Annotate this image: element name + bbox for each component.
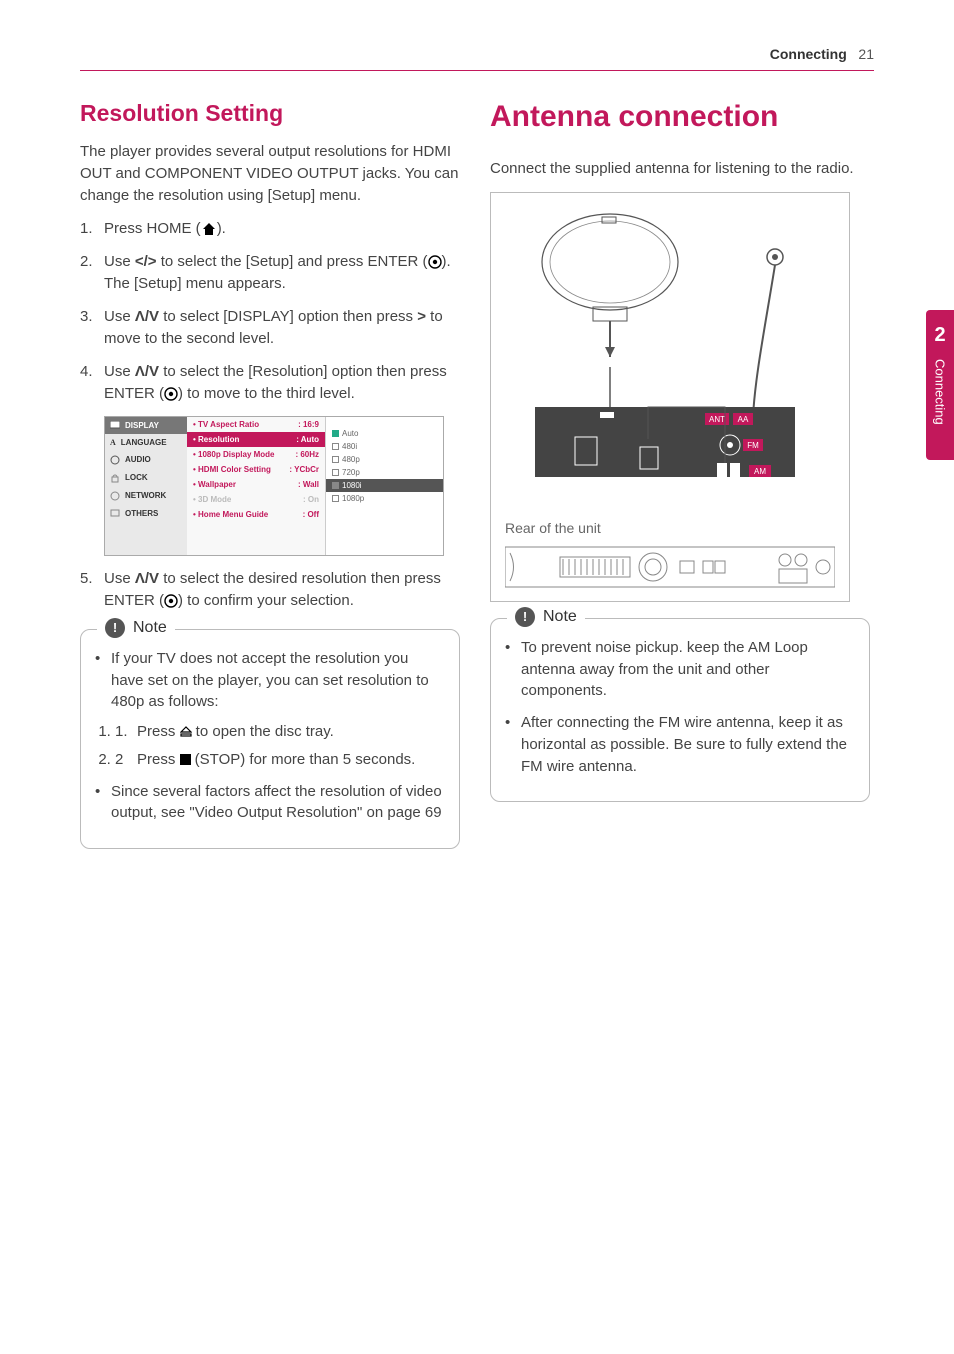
menu-mid-item: • HDMI Color Setting: YCbCr	[187, 462, 325, 477]
step-5: 5. Use Λ/V to select the desired resolut…	[80, 568, 460, 613]
step-2: 2. Use </> to select the [Setup] and pre…	[80, 251, 460, 296]
unit-front-diagram	[505, 543, 835, 591]
left-column: Resolution Setting The player provides s…	[80, 100, 460, 849]
header-section: Connecting	[770, 46, 847, 62]
menu-opt: 480i	[326, 440, 443, 453]
menu-opt: 1080p	[326, 492, 443, 505]
side-tab-number: 2	[934, 324, 945, 347]
header-rule	[80, 70, 874, 71]
menu-mid-item: • Wallpaper: Wall	[187, 477, 325, 492]
antenna-figure: ANT AA FM AM Rear of the unit	[490, 192, 850, 602]
note-icon: !	[515, 607, 535, 627]
step-1: 1. Press HOME ().	[80, 218, 460, 241]
resolution-steps-cont: 5. Use Λ/V to select the desired resolut…	[80, 568, 460, 613]
menu-mid-item: • 1080p Display Mode: 60Hz	[187, 447, 325, 462]
antenna-note-box: ! Note To prevent noise pickup. keep the…	[490, 618, 870, 803]
step-4: 4. Use Λ/V to select the [Resolution] op…	[80, 361, 460, 406]
antenna-diagram: ANT AA FM AM	[505, 207, 835, 537]
note-bullet: Since several factors affect the resolut…	[95, 781, 445, 825]
menu-opt: 720p	[326, 466, 443, 479]
page-header: Connecting 21	[770, 46, 874, 62]
menu-resolution-list: Auto 480i 480p 720p 1080i 1080p	[325, 417, 443, 555]
note-bullet: After connecting the FM wire antenna, ke…	[505, 712, 855, 777]
menu-side-audio: AUDIO	[105, 451, 187, 469]
menu-side-others: OTHERS	[105, 505, 187, 522]
home-icon	[201, 222, 217, 236]
network-icon	[110, 491, 120, 501]
resolution-heading: Resolution Setting	[80, 100, 460, 127]
display-icon	[110, 421, 120, 429]
header-page: 21	[858, 46, 874, 62]
menu-side-display: DISPLAY	[105, 417, 187, 434]
enter-icon	[164, 594, 178, 608]
side-tab-label: Connecting	[933, 359, 948, 425]
resolution-intro: The player provides several output resol…	[80, 141, 460, 206]
menu-opt: 1080i	[326, 479, 443, 492]
note-title: ! Note	[507, 607, 585, 627]
right-column: Antenna connection Connect the supplied …	[490, 100, 870, 802]
eject-icon	[180, 726, 192, 738]
note-bullet: If your TV does not accept the resolutio…	[95, 648, 445, 771]
menu-side-network: NETWORK	[105, 487, 187, 505]
setup-menu-screenshot: DISPLAY ALANGUAGE AUDIO LOCK NETWORK OTH…	[104, 416, 444, 556]
menu-mid-item: • Resolution: Auto	[187, 432, 325, 447]
menu-opt: Auto	[326, 427, 443, 440]
note-substep: 1. Press to open the disc tray.	[115, 721, 445, 743]
menu-mid-item: • TV Aspect Ratio: 16:9	[187, 417, 325, 432]
resolution-steps: 1. Press HOME (). 2. Use </> to select t…	[80, 218, 460, 406]
menu-side-lock: LOCK	[105, 469, 187, 487]
step-3: 3. Use Λ/V to select [DISPLAY] option th…	[80, 306, 460, 351]
menu-opt: 480p	[326, 453, 443, 466]
note-substep: 2 Press (STOP) for more than 5 seconds.	[115, 749, 445, 771]
antenna-heading: Antenna connection	[490, 100, 870, 134]
menu-options: • TV Aspect Ratio: 16:9 • Resolution: Au…	[187, 417, 325, 555]
antenna-intro: Connect the supplied antenna for listeni…	[490, 158, 870, 180]
rear-label: Rear of the unit	[505, 520, 601, 536]
chapter-side-tab: 2 Connecting	[926, 310, 954, 460]
note-bullet: To prevent noise pickup. keep the AM Loo…	[505, 637, 855, 702]
note-icon: !	[105, 618, 125, 638]
stop-icon	[180, 754, 191, 765]
enter-icon	[164, 387, 178, 401]
enter-icon	[428, 255, 442, 269]
menu-sidebar: DISPLAY ALANGUAGE AUDIO LOCK NETWORK OTH…	[105, 417, 187, 555]
svg-text:AA: AA	[738, 415, 749, 424]
svg-text:AM: AM	[754, 467, 766, 476]
menu-side-language: ALANGUAGE	[105, 434, 187, 451]
others-icon	[110, 509, 120, 517]
menu-mid-item: • 3D Mode: On	[187, 492, 325, 507]
lock-icon	[110, 473, 120, 483]
note-title: ! Note	[97, 618, 175, 638]
svg-text:ANT: ANT	[709, 415, 725, 424]
menu-mid-item: • Home Menu Guide: Off	[187, 507, 325, 522]
resolution-note-box: ! Note If your TV does not accept the re…	[80, 629, 460, 849]
audio-icon	[110, 455, 120, 465]
svg-text:FM: FM	[747, 441, 759, 450]
